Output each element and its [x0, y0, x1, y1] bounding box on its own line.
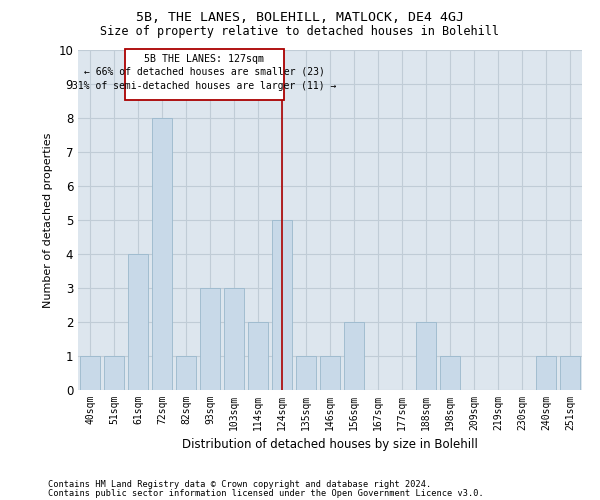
X-axis label: Distribution of detached houses by size in Bolehill: Distribution of detached houses by size …	[182, 438, 478, 452]
Text: 5B, THE LANES, BOLEHILL, MATLOCK, DE4 4GJ: 5B, THE LANES, BOLEHILL, MATLOCK, DE4 4G…	[136, 11, 464, 24]
Bar	[128, 254, 148, 390]
Bar	[176, 356, 196, 390]
Bar	[440, 356, 460, 390]
Bar	[272, 220, 292, 390]
Text: Contains public sector information licensed under the Open Government Licence v3: Contains public sector information licen…	[48, 489, 484, 498]
Bar	[536, 356, 556, 390]
Text: 31% of semi-detached houses are larger (11) →: 31% of semi-detached houses are larger (…	[72, 80, 337, 90]
Bar	[296, 356, 316, 390]
Text: Size of property relative to detached houses in Bolehill: Size of property relative to detached ho…	[101, 25, 499, 38]
Bar	[104, 356, 124, 390]
Bar	[248, 322, 268, 390]
Bar	[152, 118, 172, 390]
Bar	[224, 288, 244, 390]
Bar	[200, 288, 220, 390]
Y-axis label: Number of detached properties: Number of detached properties	[43, 132, 53, 308]
Text: Contains HM Land Registry data © Crown copyright and database right 2024.: Contains HM Land Registry data © Crown c…	[48, 480, 431, 489]
Bar	[560, 356, 580, 390]
Bar	[80, 356, 100, 390]
Text: 5B THE LANES: 127sqm: 5B THE LANES: 127sqm	[145, 54, 265, 64]
Text: ← 66% of detached houses are smaller (23): ← 66% of detached houses are smaller (23…	[84, 67, 325, 77]
Bar	[344, 322, 364, 390]
Bar	[125, 50, 284, 100]
Bar	[416, 322, 436, 390]
Bar	[320, 356, 340, 390]
